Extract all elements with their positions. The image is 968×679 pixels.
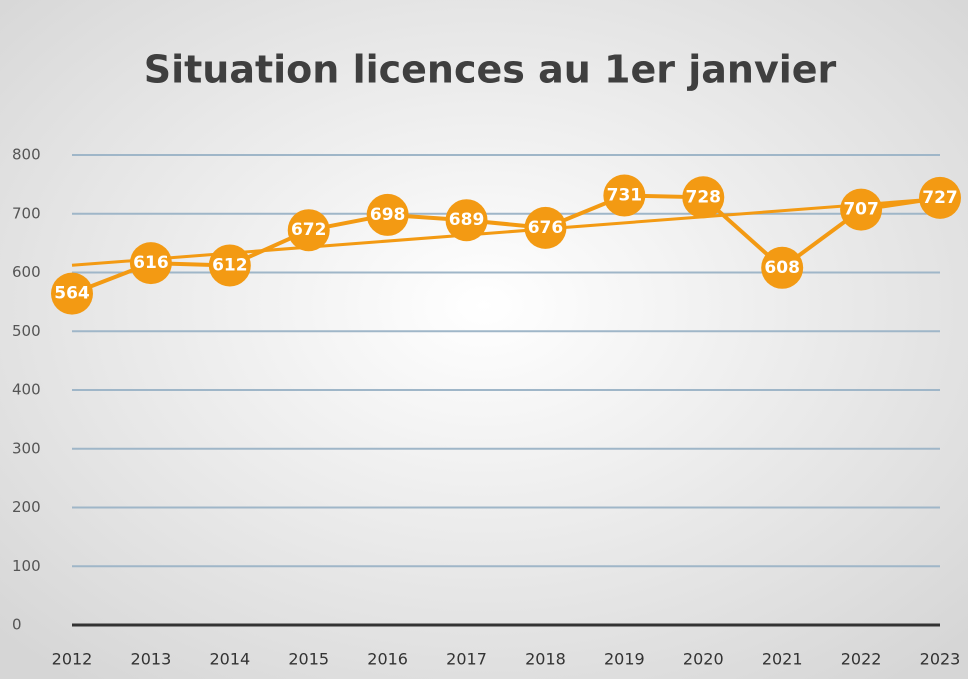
marker	[208, 244, 251, 287]
y-tick-label: 800	[12, 146, 41, 164]
data-label: 728	[686, 187, 722, 207]
marker	[524, 206, 567, 249]
marker	[445, 199, 488, 242]
marker	[603, 174, 646, 217]
y-tick-label: 0	[12, 616, 22, 634]
data-label: 731	[607, 186, 643, 206]
x-tick-label: 2016	[367, 650, 408, 669]
marker	[287, 209, 330, 252]
x-tick-label: 2014	[209, 650, 250, 669]
x-tick-label: 2019	[604, 650, 645, 669]
marker	[129, 242, 172, 285]
x-tick-label: 2022	[841, 650, 882, 669]
x-tick-label: 2015	[288, 650, 329, 669]
x-tick-label: 2017	[446, 650, 487, 669]
y-tick-label: 700	[12, 204, 41, 222]
data-label: 689	[449, 210, 485, 230]
data-label: 608	[764, 258, 800, 278]
y-tick-label: 600	[12, 263, 41, 281]
data-label: 564	[54, 284, 90, 304]
y-tick-label: 500	[12, 322, 41, 340]
data-label: 612	[212, 255, 248, 275]
x-tick-label: 2018	[525, 650, 566, 669]
marker	[919, 176, 961, 219]
x-tick-label: 2013	[131, 650, 172, 669]
data-label: 727	[922, 188, 958, 208]
x-tick-label: 2023	[920, 650, 961, 669]
marker	[761, 246, 804, 289]
marker	[51, 272, 93, 315]
chart-title: Situation licences au 1er janvier	[144, 48, 837, 92]
marker	[840, 188, 883, 231]
y-tick-label: 100	[12, 557, 41, 575]
x-tick-label: 2012	[52, 650, 93, 669]
data-label: 676	[528, 218, 564, 238]
y-tick-label: 200	[12, 498, 41, 516]
marker	[682, 176, 725, 219]
marker	[366, 193, 409, 236]
x-tick-label: 2021	[762, 650, 803, 669]
y-tick-label: 400	[12, 381, 41, 399]
data-label: 672	[291, 220, 327, 240]
x-tick-label: 2020	[683, 650, 724, 669]
data-label: 698	[370, 205, 406, 225]
data-label: 707	[843, 200, 879, 220]
data-label: 616	[133, 253, 169, 273]
y-tick-label: 300	[12, 439, 41, 457]
